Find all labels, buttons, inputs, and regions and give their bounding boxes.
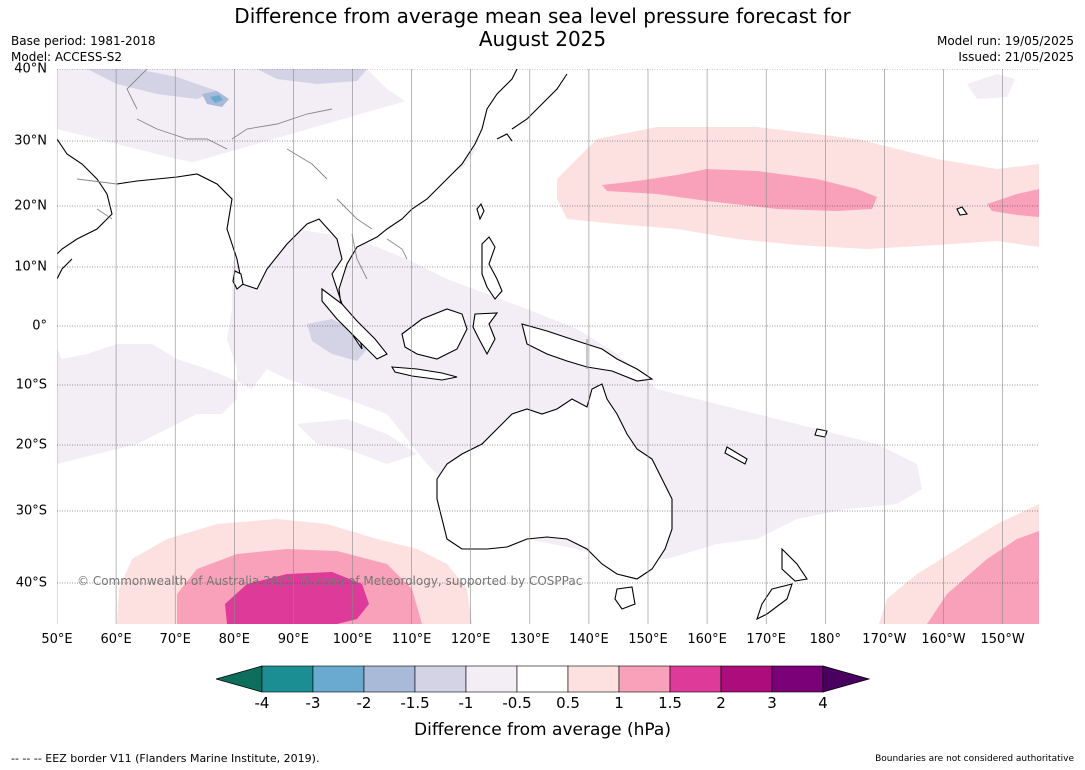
longitude-label: 150°E	[628, 632, 668, 647]
colorbar-segment	[669, 665, 722, 693]
longitude-label: 70°E	[159, 632, 191, 647]
colorbar-tick-label: -1	[458, 694, 474, 712]
latitude-label: 40°N	[14, 61, 47, 77]
longitude-label: 110°E	[391, 632, 432, 647]
colorbar-tick-label: 4	[818, 694, 828, 712]
colorbar-label: Difference from average (hPa)	[414, 720, 671, 740]
longitude-label: 120°E	[450, 632, 491, 647]
taiwan	[476, 202, 485, 221]
longitude-label: 180°	[809, 632, 841, 647]
colorbar-segment	[771, 665, 824, 693]
colorbar-tick-label: -3	[305, 694, 321, 712]
colorbar-tick-label: 1	[614, 694, 624, 712]
longitude-label: 160°E	[687, 632, 727, 647]
longitude-label: 100°E	[332, 632, 373, 647]
graticule	[57, 69, 1003, 624]
colorbar-tick-label: -0.5	[502, 694, 532, 712]
longitude-label: 160°W	[921, 632, 966, 647]
colorbar-segment	[312, 665, 365, 693]
longitude-label: 50°E	[41, 632, 73, 647]
title-line-1: Difference from average mean sea level p…	[234, 4, 851, 28]
disclaimer: Boundaries are not considered authoritat…	[875, 754, 1074, 764]
latitude-label: 10°N	[14, 259, 47, 275]
latitude-label: 40°S	[15, 575, 47, 591]
latitude-label: 30°S	[15, 503, 47, 519]
map-title: Difference from average mean sea level p…	[0, 5, 1085, 51]
borneo	[401, 308, 468, 360]
country-borders	[76, 69, 588, 369]
colorbar-tick-label: 3	[767, 694, 777, 712]
colorbar-segment	[414, 665, 467, 693]
longitude-label: 150°W	[980, 632, 1025, 647]
new-zealand	[756, 547, 808, 621]
eez-legend: -- -- -- EEZ border V11 (Flanders Marine…	[11, 752, 320, 765]
positive-anomaly-south-pacific	[879, 504, 1039, 624]
longitude-label: 140°E	[569, 632, 609, 647]
latitude-label: 20°S	[15, 437, 47, 453]
longitude-label: 130°E	[510, 632, 550, 647]
colorbar-under-arrow	[216, 665, 263, 693]
longitude-label: 90°E	[277, 632, 310, 647]
colorbar-over-arrow	[822, 665, 870, 693]
colorbar-tick-label: -2	[356, 694, 372, 712]
colorbar-tick-label: 1.5	[658, 694, 682, 712]
latitude-label: 10°S	[15, 377, 47, 393]
model-run: Model run: 19/05/2025	[936, 34, 1074, 48]
longitude-label: 80°E	[218, 632, 250, 647]
meta-right: Model run: 19/05/2025 Issued: 21/05/2025	[937, 33, 1074, 65]
java	[390, 366, 458, 381]
new-caledonia	[724, 446, 748, 465]
australia	[436, 383, 673, 580]
longitude-label: 60°E	[100, 632, 132, 647]
base-period: Base period: 1981-2018	[11, 34, 156, 48]
landmasses	[57, 69, 968, 621]
latitude-label: 20°N	[14, 198, 47, 214]
latitude-label: 0°	[32, 318, 47, 334]
title-line-2: August 2025	[478, 27, 607, 51]
colorbar-segment	[618, 665, 671, 693]
latitude-lines	[57, 69, 1039, 584]
colorbar-segment	[720, 665, 773, 693]
colorbar-tick-label: -1.5	[400, 694, 430, 712]
colorbar-segment	[261, 665, 314, 693]
positive-anomaly-pacific	[557, 127, 1039, 249]
colorbar-segment	[567, 665, 620, 693]
colorbar-tick-label: -4	[254, 694, 270, 712]
longitude-label: 170°E	[746, 632, 786, 647]
colorbar-tick-label: 0.5	[556, 694, 580, 712]
colorbar-tick-label: 2	[716, 694, 726, 712]
positive-anomaly-south-indian	[117, 519, 472, 624]
sumatra	[321, 287, 388, 360]
philippines	[481, 236, 503, 300]
colorbar	[216, 665, 870, 693]
sri-lanka	[232, 270, 244, 290]
hawaii	[956, 206, 968, 216]
longitude-label: 170°W	[862, 632, 907, 647]
colorbar-segment	[363, 665, 416, 693]
japan	[496, 73, 568, 142]
issued-date: Issued: 21/05/2025	[958, 50, 1074, 64]
latitude-label: 30°N	[14, 133, 47, 149]
negative-anomaly-strongest	[210, 95, 223, 103]
tasmania	[614, 586, 636, 610]
model-name: Model: ACCESS-S2	[11, 50, 123, 64]
colorbar-segment	[465, 665, 518, 693]
colorbar-segment	[516, 665, 569, 693]
sulawesi	[472, 312, 499, 356]
map-plot	[57, 69, 1039, 624]
copyright-text: © Commonwealth of Australia 2025, Bureau…	[77, 574, 583, 588]
meta-left: Base period: 1981-2018 Model: ACCESS-S2	[11, 33, 156, 65]
